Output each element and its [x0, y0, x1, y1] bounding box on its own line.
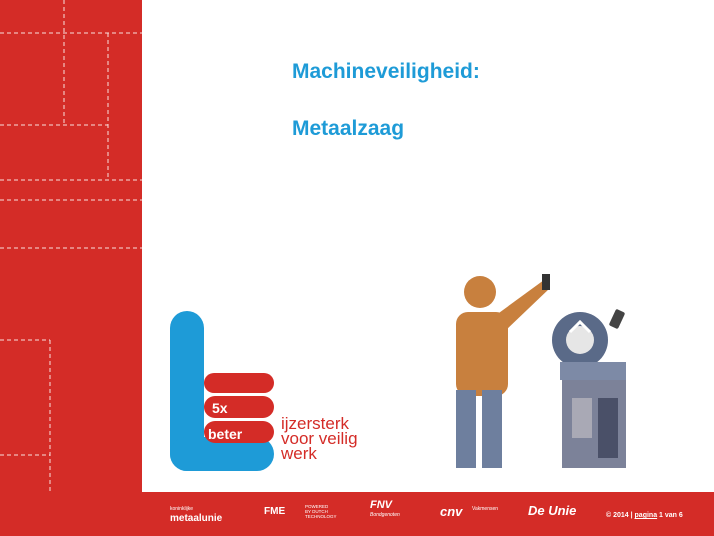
fme-tagline-line2: BY DUTCH: [305, 509, 328, 514]
metaalunie-logo: koninklijke metaalunie: [170, 505, 223, 524]
tagline-line1: ijzersterk: [281, 414, 350, 433]
fme-tagline: POWERED BY DUTCH TECHNOLOGY: [305, 504, 337, 519]
tagline-line2: voor veilig: [281, 429, 358, 448]
copyright-prefix: © 2014 |: [606, 512, 635, 519]
fme-logo: FME: [264, 506, 286, 517]
fnv-logo: FNV Bondgenoten: [370, 500, 400, 520]
worker-at-metal-saw-icon: [452, 270, 637, 470]
left-decorative-band: [0, 0, 142, 492]
footer-bar: koninklijke metaalunie FME POWERED BY DU…: [0, 492, 714, 536]
cnv-sub-label: Vakmensen: [472, 506, 499, 512]
fnv-label: FNV: [370, 499, 392, 511]
logo-5x-label: 5x: [212, 400, 228, 416]
dashed-pattern: [0, 0, 142, 492]
fme-tagline-line3: TECHNOLOGY: [305, 514, 337, 519]
metaalunie-label: metaalunie: [170, 513, 223, 524]
logo-tagline: ijzersterk voor veilig werk: [281, 414, 358, 463]
5x-beter-logo: 5x beter ijzersterk voor veilig werk: [168, 308, 378, 473]
copyright-text: © 2014 | pagina 1 van 6: [606, 512, 683, 519]
copyright-suffix: 1 van 6: [657, 512, 683, 519]
fnv-sub-label: Bondgenoten: [370, 512, 400, 518]
slide-title-line2: Metaalzaag: [292, 117, 405, 140]
cnv-logo: cnv: [440, 504, 463, 519]
slide-title-line1: Machineveiligheid:: [292, 60, 480, 83]
de-unie-logo: De Unie: [528, 503, 577, 518]
fme-tagline-line1: POWERED: [305, 504, 329, 509]
tagline-line3: werk: [281, 444, 317, 463]
metaalunie-small-label: koninklijke: [170, 506, 194, 512]
logo-graphic: [170, 311, 274, 471]
logo-beter-label: beter: [208, 426, 243, 442]
copyright-page-label: pagina: [634, 512, 658, 519]
